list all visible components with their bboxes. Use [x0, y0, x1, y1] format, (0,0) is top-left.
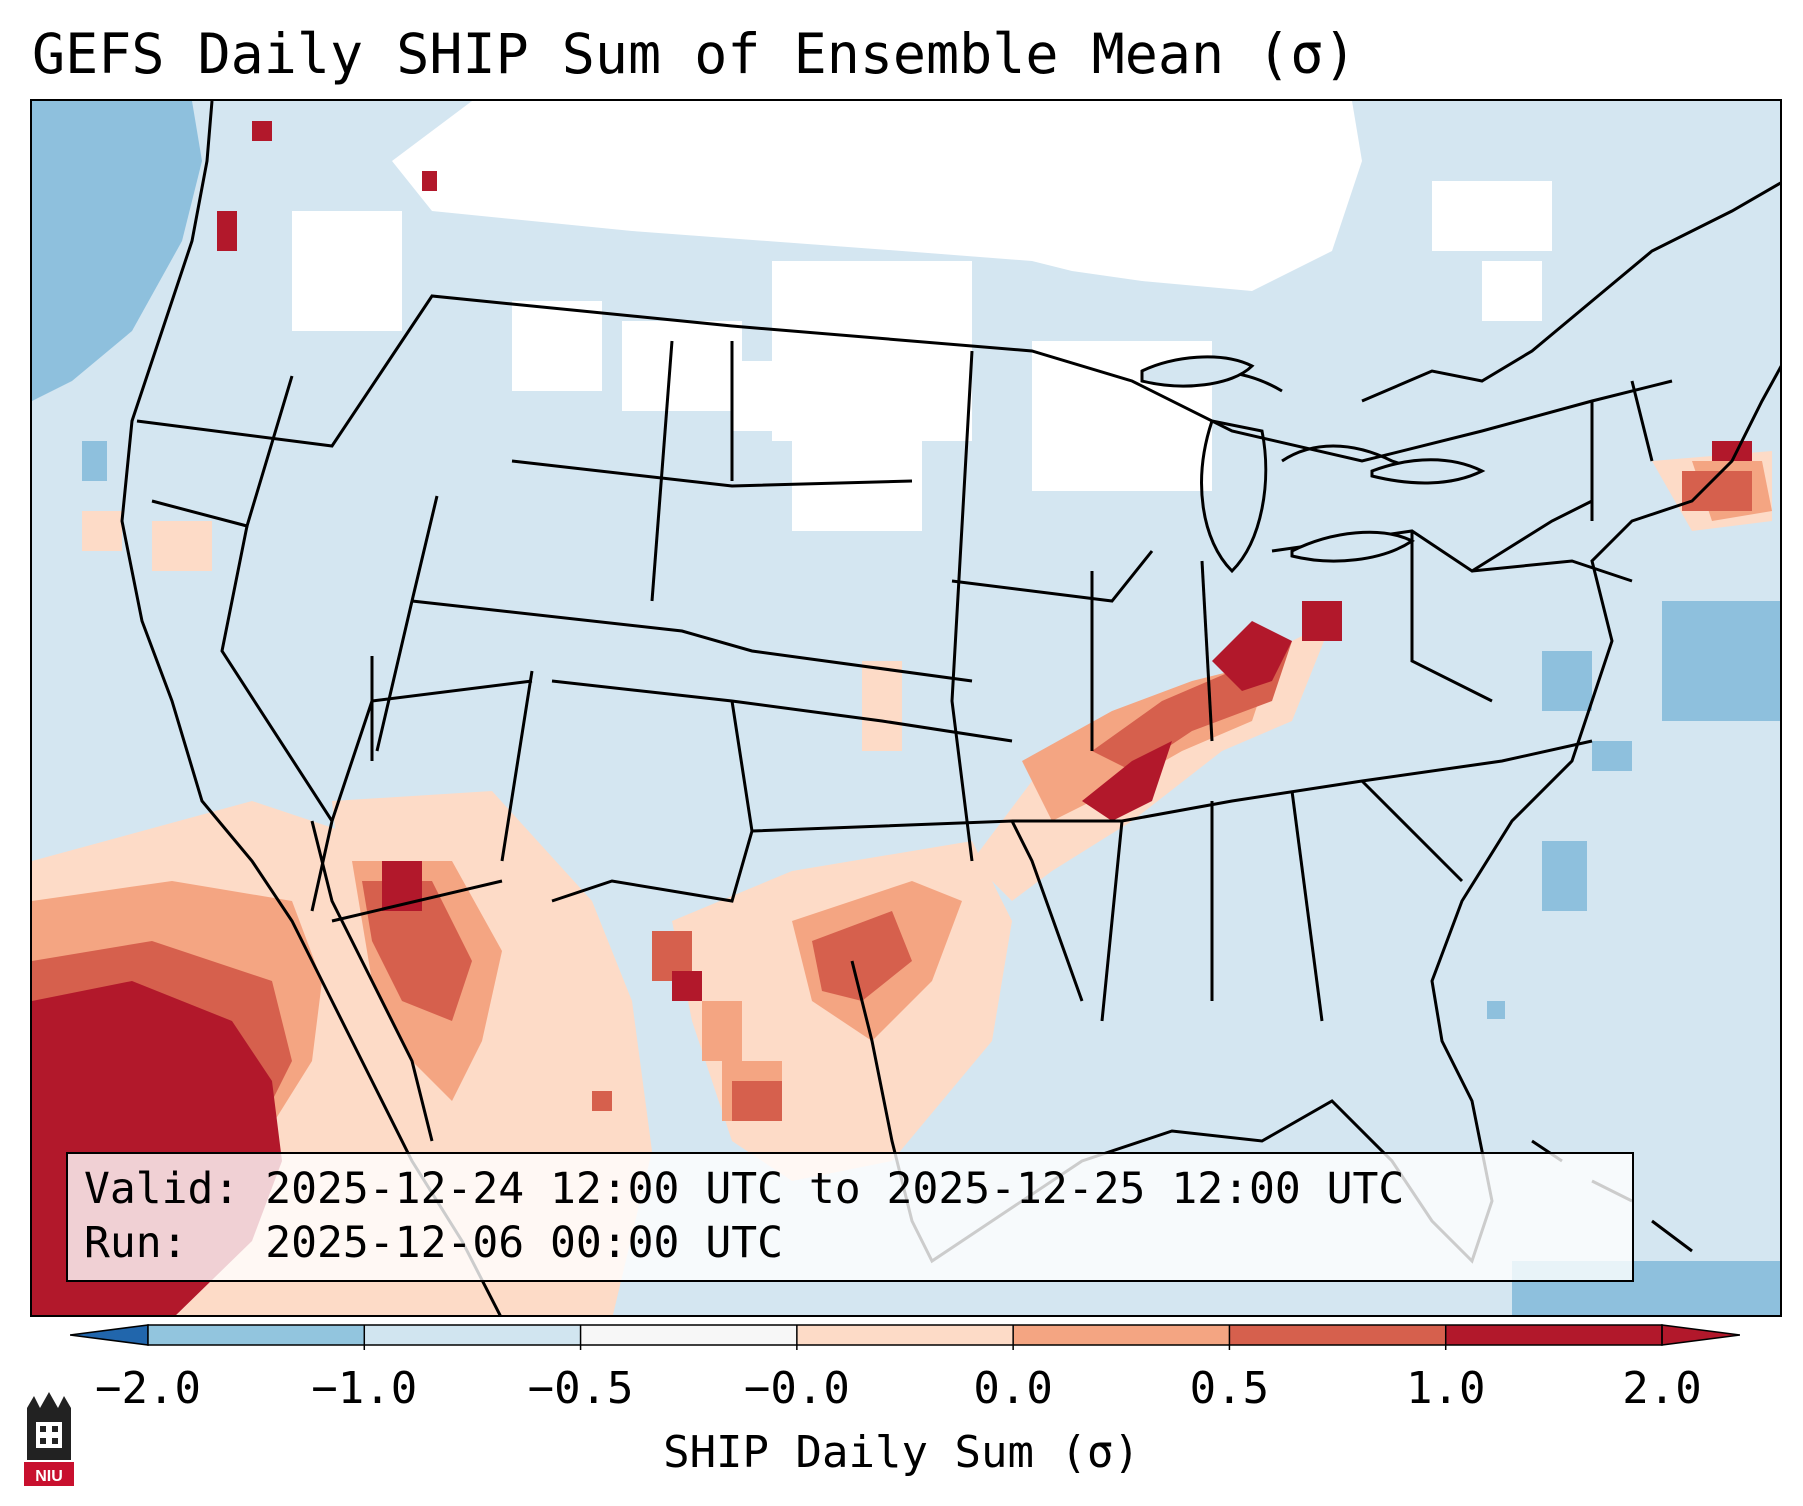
- colorbar-segment: [1229, 1325, 1447, 1345]
- colorbar-tick-label: 2.0: [1622, 1363, 1702, 1414]
- colorbar-tick-label: 1.0: [1405, 1363, 1486, 1414]
- colorbar-tick-label: 0.5: [1189, 1363, 1270, 1414]
- negative-anomaly-areas: [32, 101, 1780, 1315]
- colorbar-segment: [580, 1325, 798, 1345]
- colorbar-segment: [1013, 1325, 1230, 1345]
- valid-line: Valid: 2025-12-24 12:00 UTC to 2025-12-2…: [84, 1162, 1632, 1216]
- colorbar-segment: [148, 1325, 365, 1345]
- valid-text: 2025-12-24 12:00 UTC to 2025-12-25 12:00…: [265, 1164, 1405, 1214]
- map-svg: [32, 101, 1780, 1315]
- colorbar-extend-max: [1661, 1324, 1740, 1346]
- validity-info-box: Valid: 2025-12-24 12:00 UTC to 2025-12-2…: [66, 1152, 1634, 1282]
- no-data-areas: [292, 101, 1552, 531]
- valid-label: Valid:: [84, 1164, 240, 1214]
- colorbar-tick-label: −0.0: [743, 1363, 850, 1414]
- colorbar-extend-min: [70, 1324, 149, 1346]
- great-lakes: [1140, 355, 1486, 563]
- colorbar-segment: [364, 1325, 582, 1345]
- colorbar-tick-label: −2.0: [95, 1363, 201, 1414]
- chart-title: GEFS Daily SHIP Sum of Ensemble Mean (σ): [32, 22, 1357, 86]
- colorbar-tick-label: −1.0: [311, 1363, 418, 1414]
- run-label: Run:: [84, 1218, 188, 1268]
- colorbar-tick-label: 0.0: [973, 1363, 1053, 1414]
- logo-text: NIU: [35, 1468, 63, 1485]
- colorbar: [70, 1324, 1740, 1350]
- colorbar-segments: [148, 1325, 1663, 1350]
- colorbar-segment: [1445, 1325, 1663, 1345]
- run-text: 2025-12-06 00:00 UTC: [265, 1218, 783, 1268]
- map-panel: [30, 99, 1782, 1317]
- state-boundaries: [136, 294, 1673, 1022]
- run-line: Run: 2025-12-06 00:00 UTC: [84, 1216, 1632, 1270]
- colorbar-segment: [796, 1325, 1014, 1345]
- niu-logo: NIU: [24, 1392, 74, 1486]
- colorbar-tick-label: −0.5: [527, 1363, 634, 1414]
- colorbar-label: SHIP Daily Sum (σ): [663, 1427, 1140, 1478]
